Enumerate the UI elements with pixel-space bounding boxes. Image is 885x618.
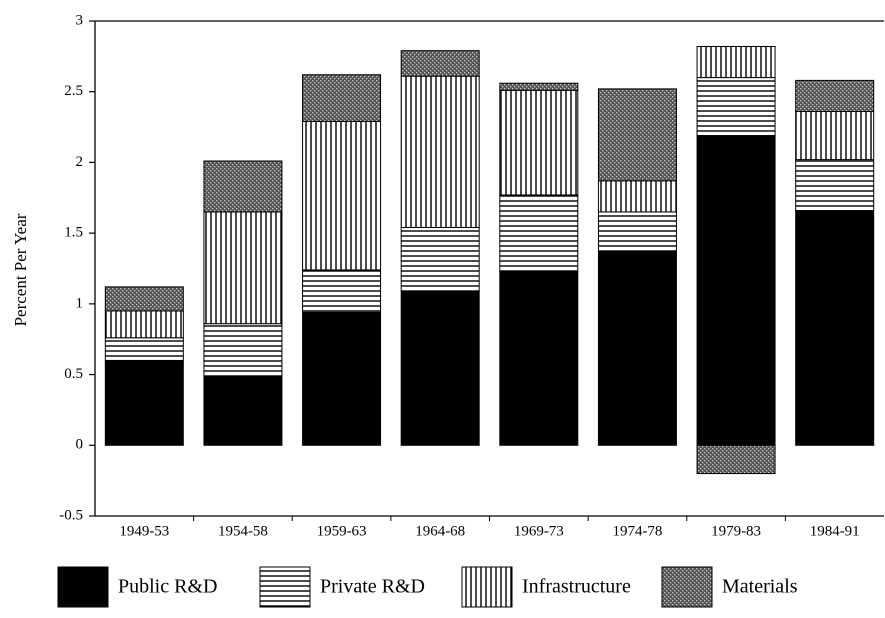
bar-segment	[696, 444, 776, 475]
bar-segment	[597, 88, 677, 182]
bar-segment	[400, 50, 480, 77]
x-tick-label: 1974-78	[612, 523, 662, 539]
legend-label: Public R&D	[118, 576, 217, 598]
y-tick-label: 1	[76, 295, 84, 311]
y-tick-label: 2	[76, 154, 84, 170]
bar-segment	[499, 82, 579, 91]
legend-swatch	[57, 566, 109, 608]
bar-segment	[499, 270, 579, 446]
y-tick-label: -0.5	[59, 507, 83, 523]
bar-segment	[696, 45, 776, 79]
bar-segment	[302, 120, 382, 271]
bar-segment	[203, 211, 283, 325]
legend-swatch	[461, 566, 513, 608]
x-tick-label: 1964-68	[415, 523, 465, 539]
bar-segment	[795, 159, 875, 212]
y-axis-title: Percent Per Year	[11, 213, 30, 326]
bar-segment	[499, 194, 579, 272]
bar-segment	[696, 135, 776, 446]
bar-segment	[597, 180, 677, 213]
legend-label: Private R&D	[320, 576, 425, 598]
x-tick-label: 1979-83	[711, 523, 761, 539]
bar-segment	[302, 74, 382, 122]
bar-segment	[203, 160, 283, 213]
legend-swatch	[259, 566, 311, 608]
x-tick-label: 1984-91	[810, 523, 860, 539]
bar-segment	[203, 375, 283, 446]
bar-segment	[104, 337, 184, 361]
bar-segment	[499, 89, 579, 196]
bar-segment	[597, 211, 677, 253]
bar-segment	[203, 323, 283, 377]
y-tick-label: 0.5	[64, 366, 83, 382]
y-tick-label: 0	[76, 437, 84, 453]
bar-segment	[104, 359, 184, 446]
legend-label: Materials	[722, 576, 798, 598]
y-tick-label: 3	[76, 12, 84, 28]
bar-segment	[400, 290, 480, 446]
y-tick-label: 2.5	[64, 83, 83, 99]
bar-segment	[696, 77, 776, 137]
legend-label: Infrastructure	[522, 576, 631, 598]
bar-segment	[597, 251, 677, 446]
bar-segment	[400, 75, 480, 228]
x-tick-label: 1954-58	[218, 523, 268, 539]
bar-segment	[795, 79, 875, 113]
bar-segment	[795, 111, 875, 161]
bar-segment	[104, 310, 184, 339]
x-tick-label: 1959-63	[317, 523, 367, 539]
x-tick-label: 1969-73	[514, 523, 564, 539]
bar-segment	[400, 226, 480, 292]
bar-segment	[104, 286, 184, 312]
legend-swatch	[661, 566, 713, 608]
x-tick-label: 1949-53	[119, 523, 169, 539]
bar-segment	[795, 210, 875, 446]
bar-segment	[302, 311, 382, 446]
y-tick-label: 1.5	[64, 225, 83, 241]
bar-segment	[302, 269, 382, 313]
